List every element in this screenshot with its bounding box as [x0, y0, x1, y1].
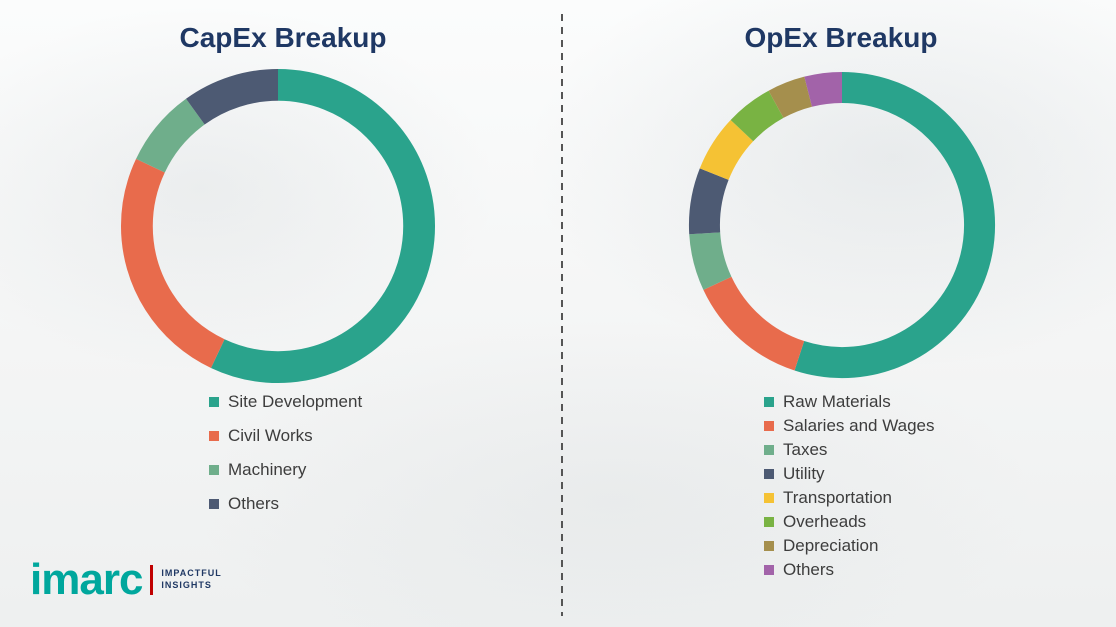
opex-chart-title: OpEx Breakup [744, 22, 938, 53]
imarc-logo: imarc IMPACTFUL INSIGHTS [30, 558, 222, 602]
legend-item: Others [764, 560, 935, 580]
legend-label: Overheads [783, 512, 867, 531]
logo-tagline-line1: IMPACTFUL [161, 568, 222, 579]
legend-label: Utility [783, 464, 825, 483]
legend-label: Raw Materials [783, 392, 891, 411]
legend-label: Taxes [783, 440, 828, 459]
legend-item: Overheads [764, 512, 935, 532]
legend-item: Civil Works [209, 426, 362, 446]
opex-donut-chart [688, 71, 996, 379]
legend-swatch [764, 565, 774, 575]
legend-label: Site Development [228, 392, 363, 411]
capex-chart-title: CapEx Breakup [179, 22, 387, 53]
legend-item: Taxes [764, 440, 935, 460]
legend-item: Depreciation [764, 536, 935, 556]
legend-label: Others [783, 560, 835, 579]
capex-donut-chart [120, 68, 436, 384]
capex-legend: Site Development Civil Works Machinery O… [209, 392, 362, 528]
legend-swatch [209, 397, 219, 407]
legend-label: Machinery [228, 460, 307, 479]
legend-item: Machinery [209, 460, 362, 480]
donut-segment-others [120, 68, 436, 384]
legend-item: Raw Materials [764, 392, 935, 412]
legend-item: Others [209, 494, 362, 514]
logo-divider-bar [150, 565, 154, 595]
legend-swatch [764, 541, 774, 551]
opex-legend: Raw Materials Salaries and Wages Taxes U… [764, 392, 935, 584]
legend-item: Site Development [209, 392, 362, 412]
donut-segment-others [688, 71, 996, 379]
legend-label: Transportation [783, 488, 892, 507]
legend-swatch [764, 493, 774, 503]
logo-tagline: IMPACTFUL INSIGHTS [161, 568, 222, 591]
legend-label: Others [228, 494, 280, 513]
donut-segment-civil-works [120, 68, 436, 384]
legend-item: Utility [764, 464, 935, 484]
legend-label: Salaries and Wages [783, 416, 935, 435]
legend-label: Depreciation [783, 536, 879, 555]
legend-swatch [209, 465, 219, 475]
legend-swatch [209, 499, 219, 509]
legend-swatch [764, 445, 774, 455]
legend-label: Civil Works [228, 426, 313, 445]
logo-brand-text: imarc [30, 555, 143, 604]
legend-swatch [764, 397, 774, 407]
logo-tagline-line2: INSIGHTS [161, 580, 212, 590]
legend-swatch [764, 469, 774, 479]
legend-item: Salaries and Wages [764, 416, 935, 436]
legend-swatch [764, 517, 774, 527]
donut-segment-utility [688, 71, 996, 379]
dashed-divider [561, 14, 563, 616]
legend-swatch [764, 421, 774, 431]
legend-swatch [209, 431, 219, 441]
legend-item: Transportation [764, 488, 935, 508]
